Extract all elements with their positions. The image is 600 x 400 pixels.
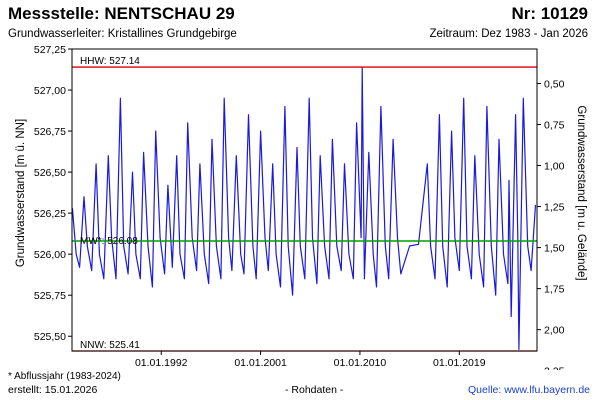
plot-frame — [71, 48, 538, 352]
raw-data-label: - Rohdaten - — [285, 384, 344, 396]
y-tick-label-right: 2,00 — [544, 325, 565, 337]
period-label: Zeitraum: Dez 1983 - Jan 2026 — [429, 28, 588, 40]
source-link[interactable]: Quelle: www.lfu.bayern.de — [468, 384, 590, 396]
y-tick-label-left: 526,25 — [34, 208, 66, 220]
y-axis-label-right: Grundwasserstand [m u. Gelände] — [575, 105, 587, 280]
series-line-0 — [71, 66, 537, 350]
y-axis-label-left: Grundwasserstand [m ü. NN] — [15, 119, 27, 267]
axis-ticks: 525,50 525,75 526,00 526,25 526,50 526,75 527,… — [34, 44, 565, 370]
x-tick-label: 01.01.1992 — [135, 357, 188, 369]
y-tick-label-right: 1,25 — [544, 202, 565, 214]
series-layer — [71, 66, 537, 350]
y-tick-label-left: 526,50 — [34, 167, 66, 179]
groundwater-chart: Grundwasserstand [m ü. NN] Grundwasserst… — [15, 44, 587, 370]
y-tick-label-right: 1,50 — [544, 243, 565, 255]
y-tick-label-left: 525,75 — [34, 290, 66, 302]
hhw-label: HHW: 527.14 — [80, 56, 140, 67]
y-tick-label-left: 527,25 — [34, 44, 66, 56]
footnote: * Abflussjahr (1983-2024) — [8, 371, 121, 382]
y-tick-label-left: 526,00 — [34, 249, 66, 261]
station-number: Nr: 10129 — [511, 4, 588, 23]
mw-label: MW*: 526.08 — [80, 236, 138, 247]
y-tick-label-left: 525,50 — [34, 331, 66, 343]
created-date: erstellt: 15.01.2026 — [8, 384, 98, 396]
y-tick-label-right: 0,50 — [544, 78, 565, 90]
y-tick-label-right: 0,75 — [544, 120, 565, 132]
y-tick-label-left: 526,75 — [34, 126, 66, 138]
x-tick-label: 01.01.2001 — [234, 357, 287, 369]
x-tick-label: 01.01.2010 — [334, 357, 387, 369]
y-tick-label-right: 2,25 — [544, 366, 565, 370]
y-tick-label-right: 1,00 — [544, 161, 565, 173]
x-tick-label: 01.01.2019 — [433, 357, 486, 369]
y-tick-label-right: 1,75 — [544, 284, 565, 296]
nnw-label: NNW: 525.41 — [80, 340, 140, 351]
y-tick-label-left: 527,00 — [34, 85, 66, 97]
aquifer-label: Grundwasserleiter: Kristallines Grundgeb… — [8, 28, 237, 40]
station-title: Messstelle: NENTSCHAU 29 — [8, 4, 235, 23]
